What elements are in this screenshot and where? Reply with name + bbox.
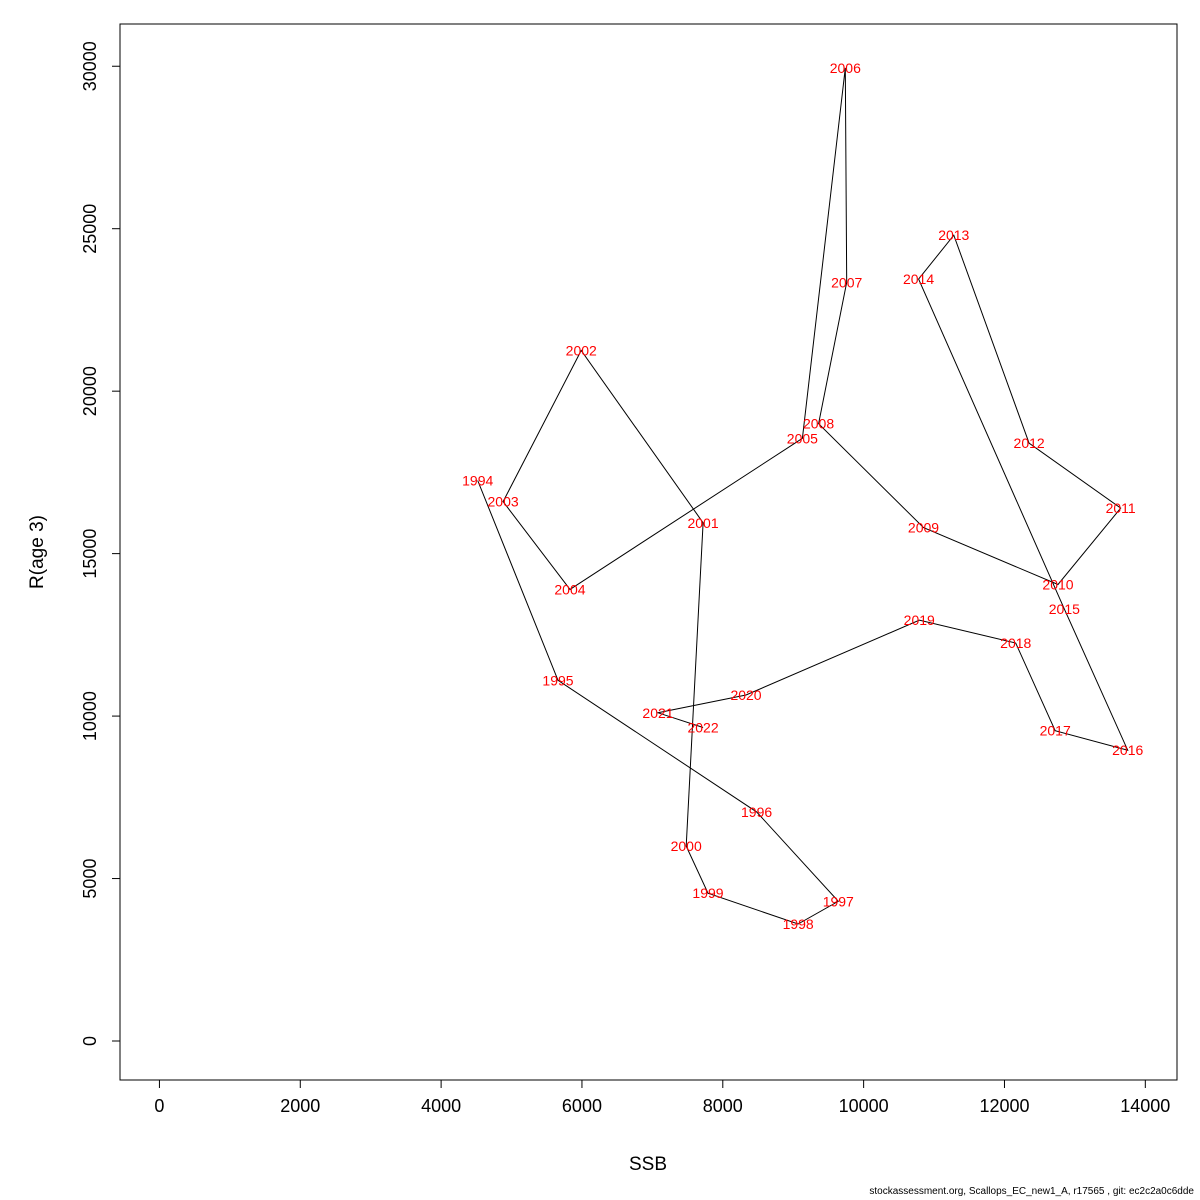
point-label-2019: 2019 [904, 612, 935, 628]
point-label-2012: 2012 [1014, 435, 1045, 451]
y-tick-label: 15000 [80, 529, 100, 579]
point-label-2018: 2018 [1000, 635, 1031, 651]
year-labels: 1994 1995 1996 1997 1998 1999 2000 2001 2002 2003… [462, 60, 1143, 932]
point-label-1995: 1995 [542, 672, 573, 688]
point-label-2015: 2015 [1049, 601, 1080, 617]
y-tick-label: 30000 [80, 41, 100, 91]
y-tick-label: 25000 [80, 204, 100, 254]
point-label-2006: 2006 [830, 60, 861, 76]
x-tick-label: 8000 [703, 1096, 743, 1116]
x-tick-label: 10000 [839, 1096, 889, 1116]
y-axis: 0 5000 10000 15000 20000 25000 30000 [80, 41, 121, 1046]
point-label-2010: 2010 [1042, 576, 1073, 592]
point-label-2022: 2022 [687, 719, 718, 735]
y-tick-label: 5000 [80, 859, 100, 899]
point-label-2011: 2011 [1106, 500, 1136, 516]
y-tick-label: 0 [80, 1036, 100, 1046]
point-label-2013: 2013 [938, 227, 969, 243]
x-axis-title: SSB [629, 1154, 667, 1175]
point-label-2014: 2014 [903, 271, 934, 287]
point-label-2004: 2004 [554, 581, 585, 597]
point-label-1999: 1999 [692, 885, 723, 901]
x-tick-label: 12000 [979, 1096, 1029, 1116]
point-label-1994: 1994 [462, 473, 493, 489]
y-axis-title: R(age 3) [27, 515, 48, 589]
point-label-1998: 1998 [783, 916, 814, 932]
footer-note: stockassessment.org, Scallops_EC_new1_A,… [869, 1186, 1194, 1197]
point-label-2009: 2009 [908, 520, 939, 536]
point-label-2017: 2017 [1040, 723, 1071, 739]
x-tick-label: 6000 [562, 1096, 602, 1116]
x-tick-label: 2000 [280, 1096, 320, 1116]
x-tick-label: 0 [154, 1096, 164, 1116]
y-tick-label: 10000 [80, 691, 100, 741]
point-label-2001: 2001 [687, 515, 718, 531]
point-label-2002: 2002 [566, 343, 597, 359]
point-label-1996: 1996 [741, 804, 772, 820]
point-label-2008: 2008 [803, 416, 834, 432]
point-label-2021: 2021 [642, 705, 673, 721]
point-label-2003: 2003 [488, 494, 519, 510]
point-label-2005: 2005 [787, 430, 818, 446]
point-label-2007: 2007 [831, 274, 862, 290]
plot-frame [119, 23, 1178, 1081]
point-label-2016: 2016 [1112, 742, 1143, 758]
x-axis: 0 2000 4000 6000 8000 10000 12000 14000 [154, 1079, 1170, 1116]
point-label-1997: 1997 [823, 893, 854, 909]
recruitment-ssb-path [477, 67, 1129, 925]
point-label-2020: 2020 [730, 687, 761, 703]
point-label-2000: 2000 [671, 838, 702, 854]
y-tick-label: 20000 [80, 366, 100, 416]
x-tick-label: 4000 [421, 1096, 461, 1116]
x-tick-label: 14000 [1120, 1096, 1170, 1116]
